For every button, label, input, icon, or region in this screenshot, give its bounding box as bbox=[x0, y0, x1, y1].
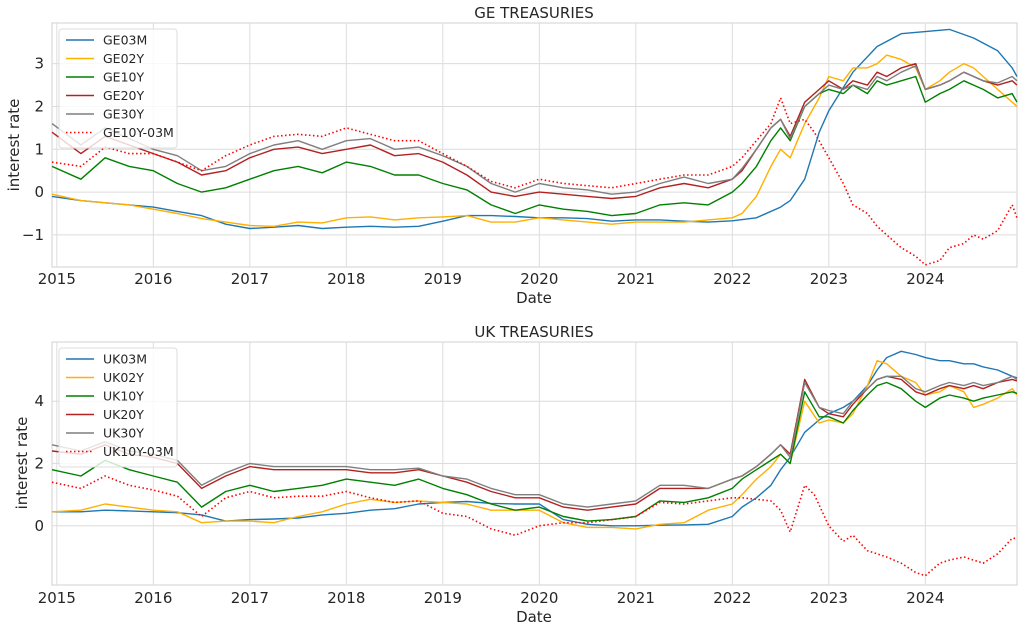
legend-label: UK10Y bbox=[103, 389, 144, 404]
x-tick-label: 2022 bbox=[713, 270, 751, 288]
uk-treasuries-panel: 2015 2016 2017 2018 2019 2020 2021 2022 2023 2024… bbox=[13, 323, 1018, 626]
x-tick-label: 2023 bbox=[810, 270, 848, 288]
legend-label: GE30Y bbox=[103, 107, 144, 122]
chart-title: GE TREASURIES bbox=[474, 4, 594, 22]
legend-label: GE03M bbox=[103, 33, 147, 48]
x-tick-label: 2021 bbox=[617, 589, 655, 607]
y-axis-label: interest rate bbox=[5, 99, 23, 192]
x-tick-label: 2020 bbox=[520, 589, 558, 607]
series-line-ge10y-03m bbox=[51, 97, 1018, 266]
legend-label: GE20Y bbox=[103, 88, 144, 103]
series-lines bbox=[51, 28, 1018, 266]
y-tick-label: 2 bbox=[34, 455, 44, 473]
y-tick-label: 0 bbox=[34, 183, 44, 201]
series-lines bbox=[51, 350, 1018, 577]
legend-label: UK30Y bbox=[103, 426, 144, 441]
x-tick-label: 2024 bbox=[906, 589, 944, 607]
grid bbox=[52, 342, 1017, 585]
series-line-ge30y bbox=[51, 65, 1018, 195]
x-tick-label: 2018 bbox=[327, 589, 365, 607]
legend-label: UK03M bbox=[103, 352, 147, 367]
ge-treasuries-panel: 2015 2016 2017 2018 2019 2020 2021 2022 2023 2024… bbox=[5, 4, 1018, 307]
legend: GE03M GE02Y GE10Y GE20Y GE30Y GE10Y-03M bbox=[58, 28, 178, 149]
series-line-uk10y bbox=[51, 381, 1018, 522]
y-tick-labels: 0 2 4 bbox=[34, 392, 44, 535]
legend-label: UK20Y bbox=[103, 407, 144, 422]
x-axis-label: Date bbox=[516, 608, 552, 626]
y-tick-label: 4 bbox=[34, 392, 44, 410]
x-tick-label: 2020 bbox=[520, 270, 558, 288]
x-tick-label: 2023 bbox=[810, 589, 848, 607]
series-line-ge03m bbox=[51, 28, 1018, 230]
x-tick-label: 2022 bbox=[713, 589, 751, 607]
legend-label: GE10Y bbox=[103, 70, 144, 85]
x-axis-label: Date bbox=[516, 289, 552, 307]
y-axis-label: interest rate bbox=[13, 417, 31, 510]
x-tick-label: 2019 bbox=[424, 270, 462, 288]
legend: UK03M UK02Y UK10Y UK20Y UK30Y UK10Y-03M bbox=[58, 347, 178, 468]
y-tick-label: 0 bbox=[34, 517, 44, 535]
series-line-uk02y bbox=[51, 360, 1018, 530]
x-tick-label: 2017 bbox=[231, 589, 269, 607]
series-line-uk30y bbox=[51, 375, 1018, 508]
x-tick-label: 2024 bbox=[906, 270, 944, 288]
x-tick-label: 2021 bbox=[617, 270, 655, 288]
series-line-ge10y bbox=[51, 75, 1018, 217]
plot-area bbox=[51, 22, 1018, 268]
grid bbox=[52, 23, 1017, 267]
chart-title: UK TREASURIES bbox=[474, 323, 593, 341]
legend-label: GE02Y bbox=[103, 51, 144, 66]
legend-label: UK10Y-03M bbox=[103, 444, 174, 459]
series-line-uk10y-03m bbox=[51, 475, 1017, 577]
legend-label: UK02Y bbox=[103, 370, 144, 385]
y-tick-label: 2 bbox=[34, 97, 44, 115]
y-tick-label: −1 bbox=[22, 226, 44, 244]
series-line-uk03m bbox=[52, 350, 1018, 527]
series-line-uk20y bbox=[51, 375, 1018, 511]
y-tick-labels: −1 0 1 2 3 bbox=[22, 55, 44, 244]
x-tick-label: 2018 bbox=[327, 270, 365, 288]
y-tick-label: 1 bbox=[34, 140, 44, 158]
y-tick-label: 3 bbox=[34, 55, 44, 73]
x-tick-label: 2016 bbox=[134, 270, 172, 288]
x-tick-label: 2016 bbox=[134, 589, 172, 607]
x-tick-label: 2019 bbox=[424, 589, 462, 607]
x-tick-label: 2017 bbox=[231, 270, 269, 288]
x-tick-label: 2015 bbox=[38, 270, 76, 288]
x-tick-labels: 2015 2016 2017 2018 2019 2020 2021 2022 2023 2024 bbox=[38, 270, 945, 288]
legend-label: GE10Y-03M bbox=[103, 125, 174, 140]
x-tick-labels: 2015 2016 2017 2018 2019 2020 2021 2022 2023 2024 bbox=[38, 589, 945, 607]
x-tick-label: 2015 bbox=[38, 589, 76, 607]
